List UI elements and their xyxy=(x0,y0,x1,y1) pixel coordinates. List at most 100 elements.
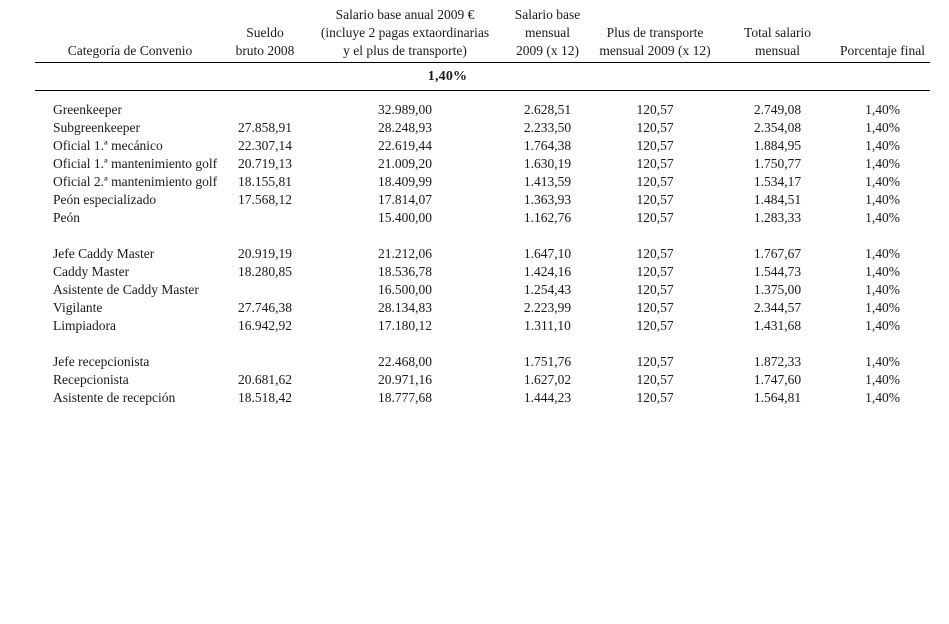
table-body: Greenkeeper 32.989,00 2.628,51 120,57 2.749,… xyxy=(35,91,930,408)
cell-sueldo-bruto-2008 xyxy=(225,209,305,227)
cell-categoria-convenio: Oficial 1.ª mecánico xyxy=(53,138,163,153)
table-row: Peón especializado 17.568,12 17.814,07 1.36… xyxy=(35,191,930,209)
table-row: Vigilante 27.746,38 28.134,83 2.223,99 120,5… xyxy=(35,299,930,317)
table-row: Asistente de Caddy Master 16.500,00 1.254,… xyxy=(35,281,930,299)
cell-salario-base-mensual: 1.424,16 xyxy=(523,264,572,279)
cell-categoria-convenio: Jefe Caddy Master xyxy=(53,246,155,261)
cell-salario-base-mensual: 1.647,10 xyxy=(523,246,572,261)
cell-total-salario: 1.431,68 xyxy=(753,318,802,333)
cell-plus-transporte: 120,57 xyxy=(636,210,674,225)
cell-salario-base-anual: 28.248,93 xyxy=(378,120,432,135)
cell-total-salario: 2.749,08 xyxy=(753,102,802,117)
table-row: Limpiadora 16.942,92 17.180,12 1.311,10 120,… xyxy=(35,317,930,335)
cell-salario-base-anual: 22.619,44 xyxy=(378,138,432,153)
cell-categoria-convenio: Vigilante xyxy=(53,300,103,315)
cell-porcentaje-final: 1,40% xyxy=(865,174,900,189)
cell-porcentaje-final: 1,40% xyxy=(865,282,900,297)
cell-total-salario: 1.544,73 xyxy=(753,264,802,279)
cell-salario-base-anual: 21.212,06 xyxy=(378,246,432,261)
cell-sueldo-bruto-2008: 27.746,38 xyxy=(238,300,292,315)
cell-categoria-convenio: Oficial 2.ª mantenimiento golf xyxy=(53,174,218,189)
table-row: Recepcionista 20.681,62 20.971,16 1.627,02 1… xyxy=(35,371,930,389)
cell-categoria-convenio: Greenkeeper xyxy=(53,102,122,117)
cell-salario-base-mensual: 1.162,76 xyxy=(523,210,572,225)
cell-sueldo-bruto-2008: 17.568,12 xyxy=(238,192,292,207)
group-spacer-row-cell xyxy=(35,335,930,353)
cell-salario-base-anual: 20.971,16 xyxy=(378,372,432,387)
cell-salario-base-mensual: 1.630,19 xyxy=(523,156,572,171)
cell-porcentaje-final: 1,40% xyxy=(865,246,900,261)
cell-sueldo-bruto-2008 xyxy=(225,353,305,371)
header-plus-transporte: Plus de transporte mensual 2009 (x 12) xyxy=(590,6,720,63)
table-row: Greenkeeper 32.989,00 2.628,51 120,57 2.749,… xyxy=(35,101,930,119)
cell-categoria-convenio: Asistente de Caddy Master xyxy=(53,282,199,297)
cell-porcentaje-final: 1,40% xyxy=(865,156,900,171)
header-salario-base-anual: Salario base anual 2009 € (incluye 2 pag… xyxy=(305,6,505,63)
cell-salario-base-anual: 22.468,00 xyxy=(378,354,432,369)
subheader-empty-cell xyxy=(35,62,225,91)
cell-plus-transporte: 120,57 xyxy=(636,372,674,387)
cell-salario-base-anual: 17.180,12 xyxy=(378,318,432,333)
cell-plus-transporte: 120,57 xyxy=(636,174,674,189)
cell-categoria-convenio: Limpiadora xyxy=(53,318,116,333)
group-spacer-row xyxy=(35,335,930,353)
cell-porcentaje-final: 1,40% xyxy=(865,354,900,369)
cell-categoria-convenio: Recepcionista xyxy=(53,372,129,387)
cell-sueldo-bruto-2008 xyxy=(225,281,305,299)
subheader-empty-cell xyxy=(720,62,835,91)
cell-sueldo-bruto-2008: 16.942,92 xyxy=(238,318,292,333)
table-row: Jefe Caddy Master 20.919,19 21.212,06 1.647… xyxy=(35,245,930,263)
table-row: Jefe recepcionista 22.468,00 1.751,76 120,5… xyxy=(35,353,930,371)
cell-sueldo-bruto-2008: 18.280,85 xyxy=(238,264,292,279)
cell-categoria-convenio: Asistente de recepción xyxy=(53,390,176,405)
cell-sueldo-bruto-2008 xyxy=(225,101,305,119)
cell-plus-transporte: 120,57 xyxy=(636,354,674,369)
header-porcentaje-final: Porcentaje final xyxy=(835,6,930,63)
cell-salario-base-anual: 32.989,00 xyxy=(378,102,432,117)
cell-salario-base-mensual: 1.751,76 xyxy=(523,354,572,369)
subheader-row: 1,40% xyxy=(35,62,930,91)
cell-categoria-convenio: Peón especializado xyxy=(53,192,157,207)
cell-total-salario: 1.884,95 xyxy=(753,138,802,153)
cell-salario-base-mensual: 1.627,02 xyxy=(523,372,572,387)
lead-spacer-row-cell xyxy=(35,91,930,102)
cell-porcentaje-final: 1,40% xyxy=(865,120,900,135)
cell-porcentaje-final: 1,40% xyxy=(865,372,900,387)
cell-total-salario: 1.375,00 xyxy=(753,282,802,297)
cell-porcentaje-final: 1,40% xyxy=(865,102,900,117)
cell-sueldo-bruto-2008: 20.681,62 xyxy=(238,372,292,387)
cell-plus-transporte: 120,57 xyxy=(636,282,674,297)
cell-salario-base-anual: 18.777,68 xyxy=(378,390,432,405)
cell-total-salario: 1.283,33 xyxy=(753,210,802,225)
table-header: Categoría de Convenio Sueldo bruto 2008 … xyxy=(35,6,930,91)
table-row: Caddy Master 18.280,85 18.536,78 1.424,16 12… xyxy=(35,263,930,281)
group-spacer-row xyxy=(35,227,930,245)
cell-porcentaje-final: 1,40% xyxy=(865,138,900,153)
group-spacer-row-cell xyxy=(35,227,930,245)
subheader-percentage: 1,40% xyxy=(305,62,590,91)
cell-plus-transporte: 120,57 xyxy=(636,138,674,153)
cell-plus-transporte: 120,57 xyxy=(636,246,674,261)
cell-salario-base-mensual: 2.233,50 xyxy=(523,120,572,135)
header-salario-base-mensual: Salario base mensual 2009 (x 12) xyxy=(505,6,590,63)
header-sueldo-bruto-2008: Sueldo bruto 2008 xyxy=(225,6,305,63)
cell-salario-base-mensual: 1.311,10 xyxy=(524,318,571,333)
table-row: Asistente de recepción 18.518,42 18.777,68… xyxy=(35,389,930,407)
cell-categoria-convenio: Peón xyxy=(53,210,80,225)
cell-porcentaje-final: 1,40% xyxy=(865,192,900,207)
header-row: Categoría de Convenio Sueldo bruto 2008 … xyxy=(35,6,930,63)
cell-salario-base-anual: 28.134,83 xyxy=(378,300,432,315)
cell-sueldo-bruto-2008: 20.919,19 xyxy=(238,246,292,261)
cell-salario-base-mensual: 1.254,43 xyxy=(523,282,572,297)
cell-total-salario: 1.872,33 xyxy=(753,354,802,369)
table-row: Subgreenkeeper 27.858,91 28.248,93 2.233,50… xyxy=(35,119,930,137)
cell-salario-base-mensual: 1.413,59 xyxy=(523,174,572,189)
table-row: Peón 15.400,00 1.162,76 120,57 1.283,33 1,40% xyxy=(35,209,930,227)
salary-table: Categoría de Convenio Sueldo bruto 2008 … xyxy=(35,6,930,407)
cell-plus-transporte: 120,57 xyxy=(636,318,674,333)
header-total-salario: Total salario mensual xyxy=(720,6,835,63)
cell-categoria-convenio: Subgreenkeeper xyxy=(53,120,140,135)
table-row: Oficial 2.ª mantenimiento golf 18.155,81 1… xyxy=(35,173,930,191)
cell-salario-base-anual: 16.500,00 xyxy=(378,282,432,297)
